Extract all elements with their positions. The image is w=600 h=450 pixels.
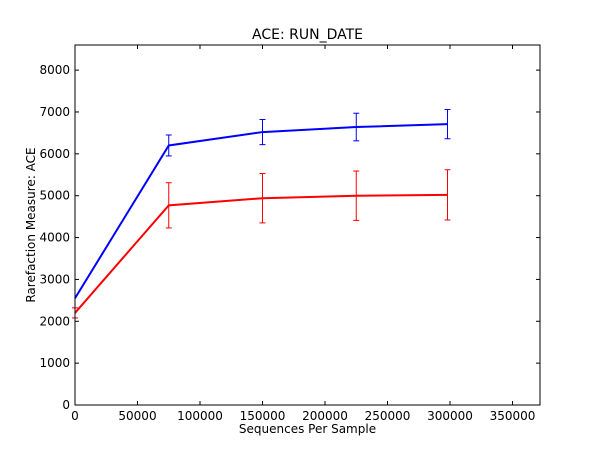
y-tick-label: 2000 bbox=[39, 314, 70, 328]
x-tick-label: 50000 bbox=[118, 409, 156, 423]
y-tick-label: 6000 bbox=[39, 147, 70, 161]
y-tick-label: 7000 bbox=[39, 105, 70, 119]
x-axis-title: Sequences Per Sample bbox=[239, 422, 376, 436]
y-tick-label: 0 bbox=[62, 398, 70, 412]
x-tick-label: 250000 bbox=[365, 409, 411, 423]
y-axis: 0 1000 2000 3000 4000 5000 6000 7000 8000 bbox=[39, 63, 540, 412]
x-tick-label: 350000 bbox=[490, 409, 536, 423]
y-tick-label: 5000 bbox=[39, 189, 70, 203]
plot-frame bbox=[74, 44, 541, 406]
x-axis: 0 50000 100000 150000 200000 250000 300000 3500… bbox=[71, 45, 535, 423]
y-tick-label: 4000 bbox=[39, 231, 70, 245]
chart-title: ACE: RUN_DATE bbox=[252, 27, 363, 43]
series-layer bbox=[72, 108, 451, 319]
x-tick-label: 150000 bbox=[240, 409, 286, 423]
y-tick-label: 3000 bbox=[39, 272, 70, 286]
x-tick-label: 300000 bbox=[427, 409, 473, 423]
x-tick-label: 200000 bbox=[302, 409, 348, 423]
y-tick-label: 1000 bbox=[39, 356, 70, 370]
x-tick-label: 0 bbox=[71, 409, 79, 423]
x-tick-label: 100000 bbox=[177, 409, 223, 423]
y-axis-title: Rarefaction Measure: ACE bbox=[24, 147, 38, 302]
y-tick-label: 8000 bbox=[39, 63, 70, 77]
